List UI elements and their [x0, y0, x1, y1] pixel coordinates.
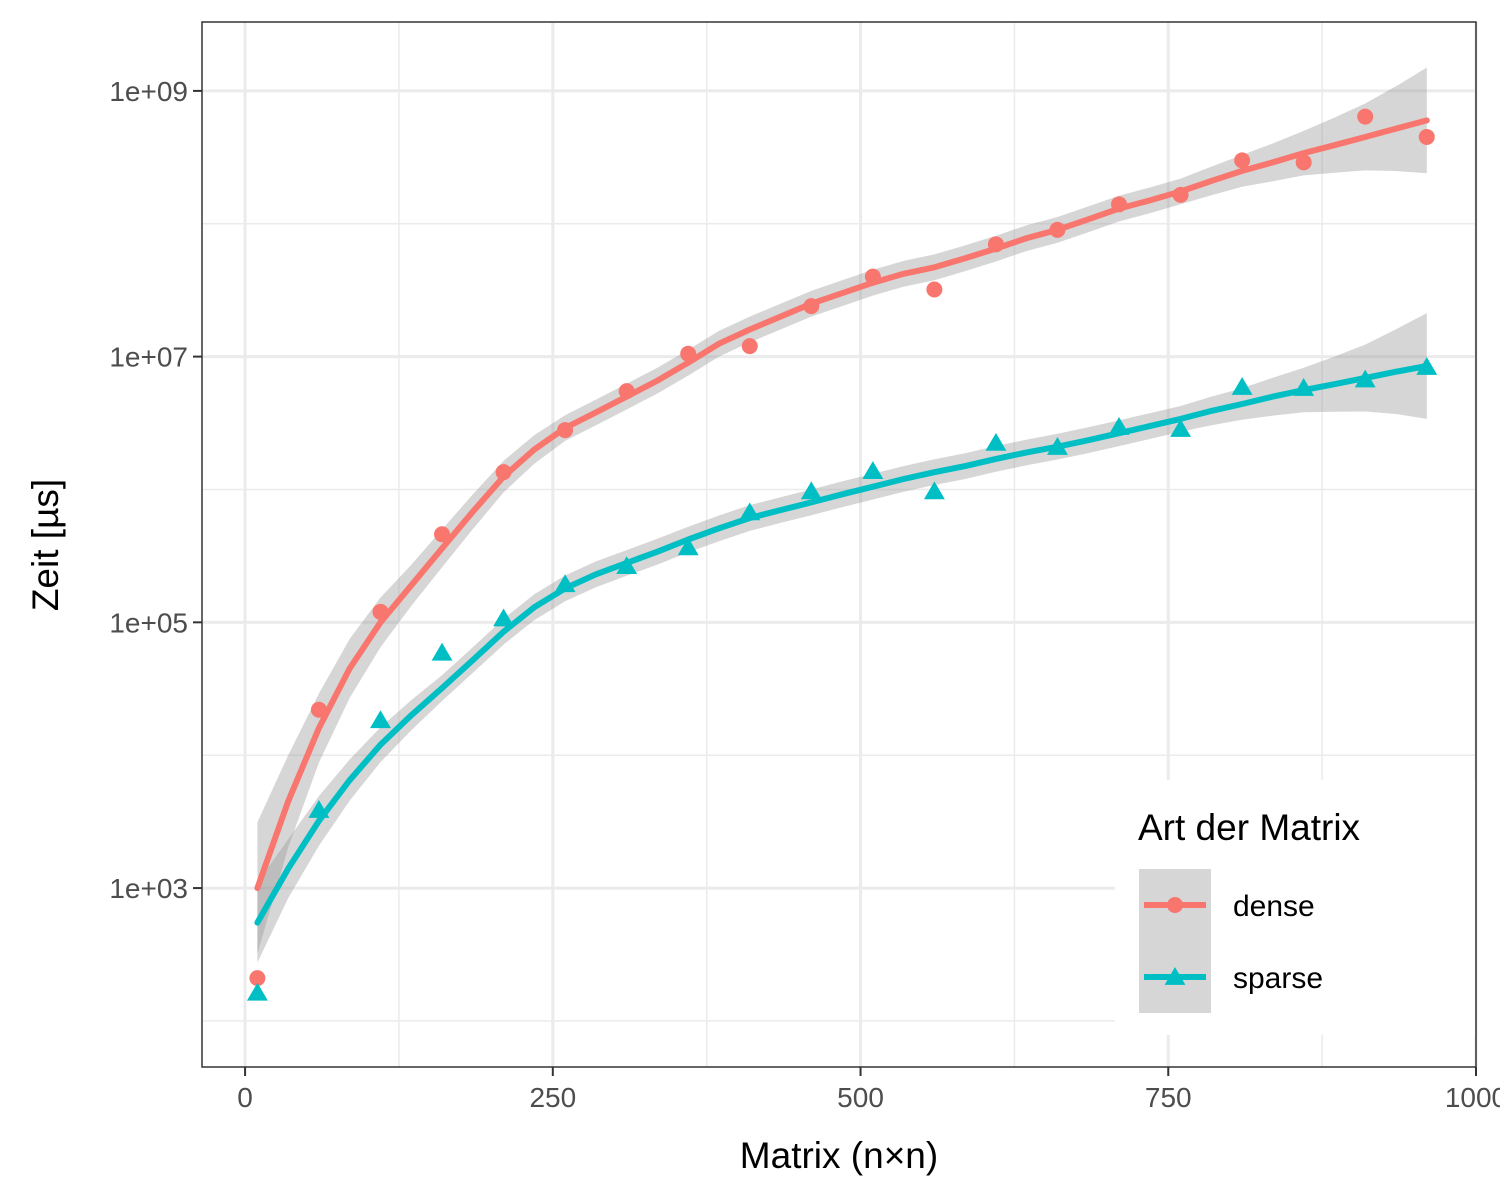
sparse-point [431, 642, 453, 661]
sparse-point [800, 481, 822, 500]
dense-point [618, 383, 635, 400]
sparse-point [554, 574, 576, 593]
sparse-point [1354, 369, 1376, 388]
sparse-point [862, 461, 884, 479]
dense-point [557, 422, 574, 439]
legend-title: Art der Matrix [1138, 807, 1361, 848]
y-tick-label: 1e+05 [109, 607, 188, 638]
sparse-point [616, 556, 638, 575]
dense-point [1111, 196, 1128, 213]
y-tick-label: 1e+07 [109, 342, 188, 373]
x-tick-label: 1000 [1445, 1082, 1500, 1113]
legend: Art der Matrix dense sparse [1115, 780, 1475, 1035]
dense-point [372, 603, 389, 620]
legend-label-dense: dense [1233, 890, 1315, 923]
y-tick-label: 1e+03 [109, 873, 188, 904]
sparse-point [985, 432, 1007, 451]
dense-point [1357, 108, 1374, 125]
dense-point [249, 970, 266, 987]
sparse-confidence-band [257, 313, 1427, 963]
x-tick-label: 0 [237, 1082, 253, 1113]
legend-key-sparse-marker [1164, 967, 1186, 985]
x-tick-label: 500 [837, 1082, 884, 1113]
dense-point [741, 338, 758, 355]
x-axis: 0 250 500 750 1000 [237, 1067, 1500, 1113]
smooth-lines [254, 117, 1430, 926]
y-tick-label: 1e+09 [109, 76, 188, 107]
sparse-point [1231, 377, 1253, 395]
legend-keys: dense sparse [1139, 869, 1323, 1013]
dense-point [987, 236, 1004, 253]
data-points [246, 108, 1438, 1001]
dense-point [864, 268, 881, 285]
sparse-point [1108, 417, 1130, 435]
dense-smooth-line [254, 117, 1430, 892]
dense-point [926, 281, 943, 298]
legend-label-sparse: sparse [1233, 962, 1323, 995]
sparse-point [308, 800, 330, 818]
dense-point [680, 345, 697, 362]
sparse-point [246, 982, 268, 1001]
dense-point [1295, 154, 1312, 171]
sparse-point [923, 481, 945, 500]
sparse-point [493, 608, 515, 627]
dense-point [1049, 221, 1066, 238]
sparse-point [370, 710, 391, 729]
sparse-point [739, 502, 761, 521]
sparse-point [677, 537, 699, 556]
dense-point [1172, 186, 1189, 203]
dense-point [434, 526, 451, 543]
x-tick-label: 750 [1145, 1082, 1192, 1113]
legend-key-dense-marker [1167, 897, 1183, 913]
sparse-point [1047, 437, 1068, 455]
dense-point [803, 298, 820, 315]
y-axis-title: Zeit [µs] [25, 479, 66, 611]
dense-point [310, 701, 327, 718]
dense-point [1418, 128, 1435, 145]
sparse-point [1170, 419, 1192, 437]
plot-panel-border [201, 21, 1477, 1068]
sparse-smooth-line [254, 363, 1430, 926]
sparse-point [1416, 357, 1438, 375]
y-axis: 1e+03 1e+05 1e+07 1e+09 [109, 76, 202, 904]
confidence-bands [257, 67, 1427, 963]
dense-point [495, 464, 512, 481]
dense-confidence-band [257, 67, 1427, 954]
dense-point [1234, 152, 1251, 169]
x-axis-title: Matrix (n×n) [740, 1135, 938, 1176]
x-tick-label: 250 [529, 1082, 576, 1113]
sparse-point [1293, 378, 1315, 396]
